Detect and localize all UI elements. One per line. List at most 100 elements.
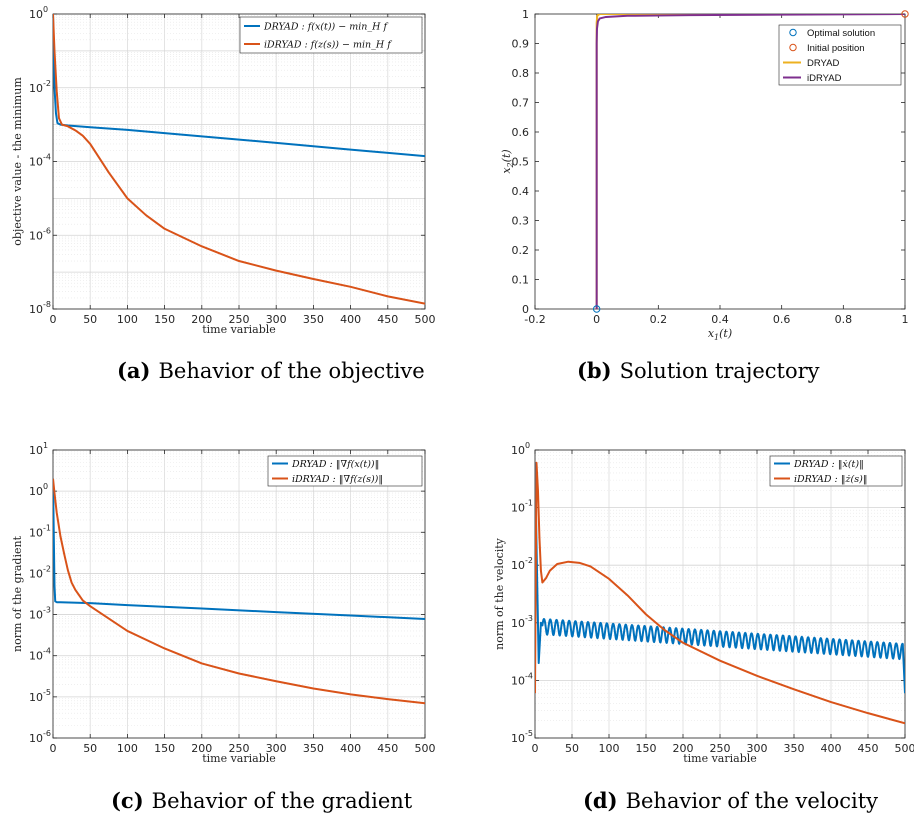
caption-tag: (a) <box>117 358 150 383</box>
y-tick-label: 0.4 <box>512 185 530 198</box>
marker-point <box>592 305 601 313</box>
x-tick-label: 350 <box>303 313 324 326</box>
legend-label: iDRYAD <box>807 73 842 84</box>
x-tick-label: 200 <box>673 742 694 755</box>
x-tick-label: 500 <box>415 313 436 326</box>
x-ticks: 0 50 100 150 200 250 300 350 400 450 500 <box>532 450 914 755</box>
x-tick-label: 450 <box>377 313 398 326</box>
x-tick-label: 450 <box>377 742 398 755</box>
chart-b: -0.2 0 0.2 0.4 0.6 0.8 100.10.20.30.40.50.60.7… <box>500 8 909 383</box>
x-tick-label: 400 <box>821 742 842 755</box>
y-tick-label: 10-2 <box>29 564 51 580</box>
x-tick-label: 0 <box>593 313 600 326</box>
y-tick-label: 10-6 <box>29 226 51 242</box>
x-tick-label: 200 <box>191 313 212 326</box>
series-line <box>53 14 425 305</box>
y-tick-label: 10-2 <box>511 556 533 572</box>
x-tick-label: 300 <box>747 742 768 755</box>
y-tick-label: 0.9 <box>512 38 530 51</box>
x-tick-label: 300 <box>266 742 287 755</box>
y-ticks: 10-5 10-4 10-3 10-2 10-1 100 <box>511 441 905 745</box>
legend: DRYAD : ‖∇f(x(t))‖ iDRYAD : ‖∇f(z(s))‖ <box>267 455 423 487</box>
y-tick-label: 0 <box>522 303 529 316</box>
series-line <box>53 478 425 621</box>
legend-marker <box>789 28 797 37</box>
x-tick-label: -0.2 <box>524 313 545 326</box>
chart-c: 0 50 100 150 200 250 300 350 400 450 50010-610-510… <box>11 441 436 813</box>
x-tick-label: 250 <box>229 742 250 755</box>
legend-label: iDRYAD : ‖∇f(z(s))‖ <box>292 474 383 485</box>
y-tick-label: 0.5 <box>512 156 530 169</box>
x-tick-label: 0.6 <box>773 313 791 326</box>
x-axis-label: time variable <box>202 752 276 765</box>
x-tick-label: 100 <box>599 742 620 755</box>
x-axis-label: x1(t) <box>708 327 732 342</box>
x-tick-label: 400 <box>340 742 361 755</box>
legend-label: iDRYAD : f(z(s)) − min_H f <box>264 40 392 51</box>
x-tick-label: 0 <box>50 742 57 755</box>
x-tick-label: 0 <box>532 742 539 755</box>
figure-caption: (d) Behavior of the velocity <box>583 788 878 813</box>
x-tick-label: 0.8 <box>835 313 853 326</box>
x-tick-label: 0 <box>50 313 57 326</box>
grid <box>52 449 426 739</box>
legend-label: DRYAD <box>807 58 840 69</box>
figure-caption: (c) Behavior of the gradient <box>111 788 413 813</box>
legend-label: DRYAD : ‖ẋ(t)‖ <box>793 459 864 470</box>
x-tick-label: 50 <box>83 313 97 326</box>
caption-text: Solution trajectory <box>620 359 820 383</box>
y-tick-label: 10-1 <box>511 499 533 515</box>
y-tick-label: 0.6 <box>512 126 530 139</box>
y-tick-label: 10-4 <box>29 647 51 663</box>
y-tick-label: 10-3 <box>511 614 533 630</box>
y-tick-label: 10-2 <box>29 79 51 95</box>
y-tick-label: 100 <box>29 482 48 498</box>
x-ticks: 0 50 100 150 200 250 300 350 400 450 500 <box>50 14 436 326</box>
x-tick-label: 50 <box>565 742 579 755</box>
x-ticks: 0 50 100 150 200 250 300 350 400 450 500 <box>50 450 436 755</box>
y-ticks: 10-6 10-5 10-4 10-3 10-2 10-1 100 101 <box>29 441 425 745</box>
y-tick-label: 10-4 <box>29 153 51 169</box>
y-tick-label: 100 <box>29 5 48 21</box>
caption-text: Behavior of the gradient <box>152 789 413 813</box>
x-tick-label: 50 <box>83 742 97 755</box>
chart-a: 0 50 100 150 200 250 300 350 400 450 500 10-8 10-6 10… <box>11 5 436 383</box>
legend-box <box>769 455 903 487</box>
series-line <box>535 462 905 694</box>
x-tick-label: 0.2 <box>650 313 668 326</box>
x-axis-label: time variable <box>683 752 757 765</box>
x-tick-label: 500 <box>895 742 914 755</box>
caption-tag: (c) <box>111 788 144 813</box>
grid <box>52 13 426 310</box>
y-axis-label: norm of the gradient <box>11 535 24 652</box>
x-tick-label: 0.4 <box>711 313 729 326</box>
series-line <box>595 14 905 309</box>
x-tick-label: 1 <box>902 313 909 326</box>
y-tick-label: 0.3 <box>512 215 530 228</box>
y-tick-label: 10-3 <box>29 606 51 622</box>
legend-box <box>267 455 423 487</box>
legend-label: Optimal solution <box>807 28 875 39</box>
caption-text: Behavior of the velocity <box>626 789 879 813</box>
x-tick-label: 500 <box>415 742 436 755</box>
y-tick-label: 0.1 <box>512 274 530 287</box>
x-tick-label: 350 <box>303 742 324 755</box>
x-tick-label: 150 <box>154 313 175 326</box>
y-tick-label: 10-4 <box>511 671 533 687</box>
x-tick-label: 250 <box>229 313 250 326</box>
figure-caption: (b) Solution trajectory <box>577 358 820 383</box>
legend: DRYAD : ‖ẋ(t)‖ iDRYAD : ‖ż(s)‖ <box>769 455 903 487</box>
y-tick-label: 10-8 <box>29 300 51 316</box>
y-axis-label: x2(t) <box>500 149 515 173</box>
y-tick-label: 1 <box>522 8 529 21</box>
y-tick-label: 10-5 <box>29 688 51 704</box>
series-line <box>535 461 905 725</box>
y-axis-label: norm of the velocity <box>493 537 506 650</box>
legend-label: DRYAD : ‖∇f(x(t))‖ <box>291 459 379 470</box>
legend-box <box>778 24 902 86</box>
y-axis-label: objective value - the minimum <box>11 77 24 246</box>
y-tick-label: 0.2 <box>512 244 530 257</box>
x-tick-label: 100 <box>117 313 138 326</box>
x-tick-label: 250 <box>710 742 731 755</box>
